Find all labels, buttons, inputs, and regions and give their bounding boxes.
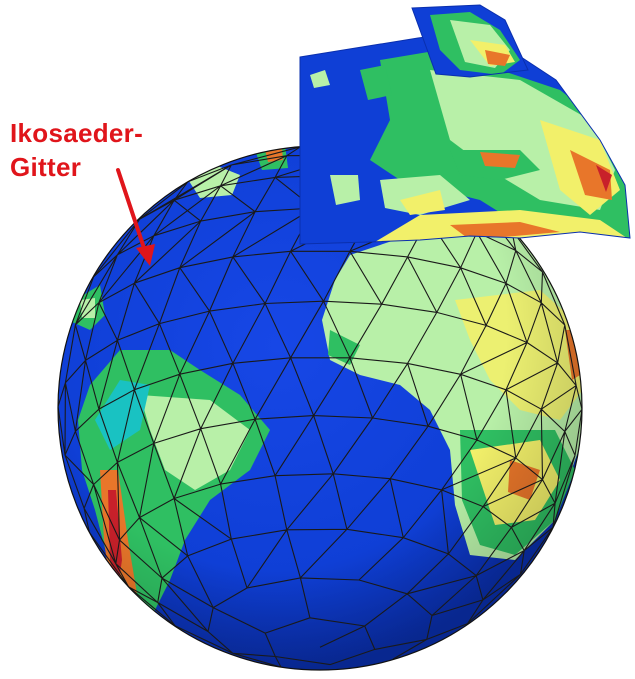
red-arrow-icon [116,168,155,266]
annotation-line-1: Ikosaeder- [10,118,144,148]
annotation-line-2: Gitter [10,152,82,182]
annotation-label: Ikosaeder- Gitter [10,116,143,184]
globe [57,145,583,671]
